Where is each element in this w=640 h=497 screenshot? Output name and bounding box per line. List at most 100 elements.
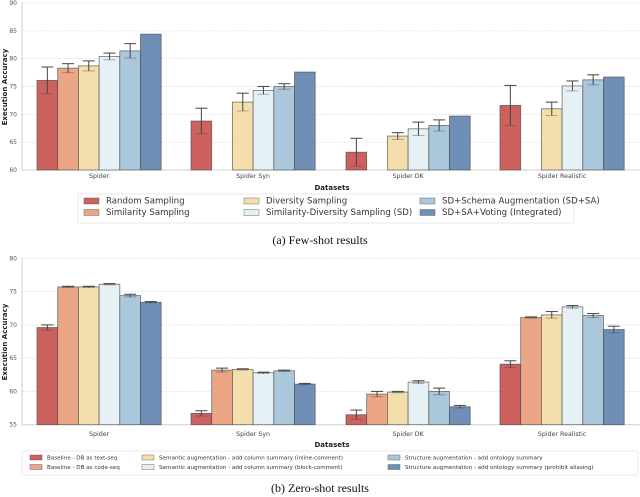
error-bar — [350, 137, 363, 167]
bar — [366, 393, 388, 426]
y-axis-label: Execution Accuracy — [1, 48, 9, 125]
legend-item: Random Sampling — [83, 197, 185, 207]
legend — [77, 193, 575, 224]
error-bar — [545, 311, 558, 319]
legend-item: Baseline - DB as code-seq — [29, 464, 120, 471]
legend-swatch — [141, 454, 155, 461]
legend-item: Diversity Sampling — [243, 197, 347, 207]
error-bar — [144, 301, 157, 304]
bar — [98, 283, 121, 426]
bar — [386, 391, 409, 426]
y-tick-label: 80 — [9, 56, 17, 63]
legend-item: Structure augmentation - add ontology su… — [387, 464, 594, 471]
error-bar — [433, 119, 446, 132]
bar — [140, 301, 162, 426]
legend-label: Random Sampling — [106, 197, 185, 207]
x-tick-label: Spider Realistic — [538, 173, 587, 180]
legend-label: Structure augmentation - add ontology su… — [405, 456, 543, 462]
legend-swatch — [243, 209, 260, 216]
x-tick-label: Spider Syn — [236, 173, 270, 180]
legend-label: SD+Schema Augmentation (SD+SA) — [442, 197, 600, 207]
x-axis-label: Datasets — [314, 184, 349, 192]
legend-item: Similarity-Diversity Sampling (SD) — [243, 208, 412, 218]
bar — [603, 76, 625, 171]
error-bar — [278, 369, 291, 372]
bar — [428, 391, 450, 426]
error-bar — [545, 101, 558, 116]
x-axis-label: Datasets — [314, 441, 349, 449]
y-tick-label: 90 — [9, 0, 17, 7]
x-tick-label: Spider — [89, 173, 110, 180]
error-bar — [278, 83, 291, 90]
error-bar — [391, 390, 404, 394]
error-bar — [41, 66, 54, 95]
error-bar — [195, 410, 208, 417]
legend-swatch — [419, 197, 436, 205]
bar — [78, 65, 100, 171]
caption: (b) Zero-shot results — [271, 481, 369, 495]
error-bar — [371, 390, 384, 398]
y-tick-label: 80 — [9, 255, 17, 262]
y-tick-label: 60 — [9, 388, 17, 395]
x-tick-label: Spider Syn — [236, 431, 270, 438]
legend-swatch — [83, 209, 100, 216]
legend-swatch — [419, 209, 436, 216]
legend-item: SD+SA+Voting (Integrated) — [419, 208, 562, 218]
legend-item: Structure augmentation - add ontology su… — [387, 454, 543, 462]
y-tick-label: 85 — [9, 28, 17, 35]
bar — [386, 135, 409, 171]
error-bar — [103, 283, 116, 286]
error-bar — [62, 63, 75, 74]
error-bar — [216, 367, 229, 373]
legend-item: SD+Schema Augmentation (SD+SA) — [419, 197, 600, 207]
error-bar — [566, 80, 579, 92]
error-bar — [453, 404, 466, 409]
x-tick-label: Spider DK — [393, 431, 425, 438]
bar — [211, 369, 233, 426]
error-bar — [433, 387, 446, 396]
bar — [520, 317, 542, 426]
y-tick-label: 60 — [9, 167, 17, 174]
legend-label: Structure augmentation - add ontology su… — [405, 465, 594, 471]
legend-swatch — [141, 464, 155, 470]
bar — [36, 327, 59, 426]
bar — [603, 329, 625, 426]
error-bar — [504, 84, 517, 126]
legend-item: Semantic augmentation - add column summa… — [141, 454, 343, 462]
error-bar — [195, 107, 208, 135]
bar — [231, 369, 254, 426]
bar — [57, 67, 79, 171]
legend-swatch — [387, 454, 401, 461]
error-bar — [124, 43, 137, 59]
y-tick-label: 75 — [9, 289, 17, 296]
legend — [21, 450, 639, 476]
y-tick-label: 75 — [9, 84, 17, 91]
bar — [231, 101, 254, 171]
legend-label: Diversity Sampling — [266, 197, 347, 207]
error-bar — [257, 86, 270, 95]
legend-label: Baseline - DB as text-seq — [47, 456, 118, 462]
bar — [57, 286, 79, 426]
legend-swatch — [83, 197, 100, 205]
bar — [407, 381, 430, 426]
legend-swatch — [29, 464, 43, 470]
bar — [140, 33, 162, 171]
error-bar — [587, 74, 600, 86]
legend-swatch — [29, 454, 43, 461]
error-bar — [412, 121, 425, 136]
y-tick-label: 55 — [9, 422, 17, 429]
zero-shot-chart: 55 60 65 70 75 80 Spider Spider Syn Spider DK Sp… — [1, 255, 640, 495]
bar — [78, 286, 100, 426]
error-bar — [566, 305, 579, 309]
bar — [499, 363, 522, 426]
bar — [428, 125, 450, 171]
legend-swatch — [243, 197, 260, 205]
legend-item: Baseline - DB as text-seq — [29, 454, 118, 462]
bar — [119, 50, 141, 171]
legend-label: Similarity-Diversity Sampling (SD) — [266, 208, 412, 218]
legend-label: Baseline - DB as code-seq — [47, 465, 120, 471]
error-bar — [525, 316, 538, 319]
bar — [449, 406, 471, 426]
error-bar — [350, 409, 363, 420]
